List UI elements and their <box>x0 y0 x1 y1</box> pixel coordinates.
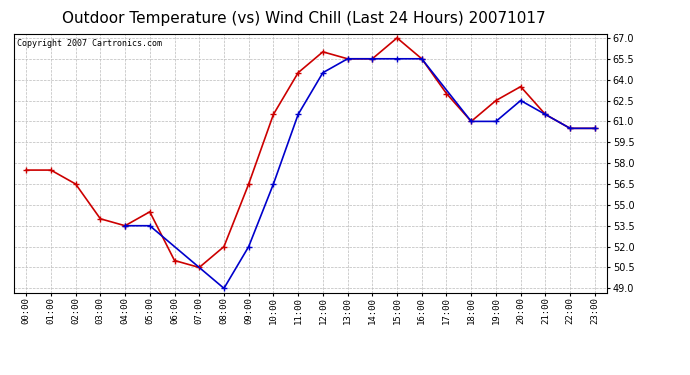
Text: Outdoor Temperature (vs) Wind Chill (Last 24 Hours) 20071017: Outdoor Temperature (vs) Wind Chill (Las… <box>62 11 545 26</box>
Text: Copyright 2007 Cartronics.com: Copyright 2007 Cartronics.com <box>17 39 161 48</box>
